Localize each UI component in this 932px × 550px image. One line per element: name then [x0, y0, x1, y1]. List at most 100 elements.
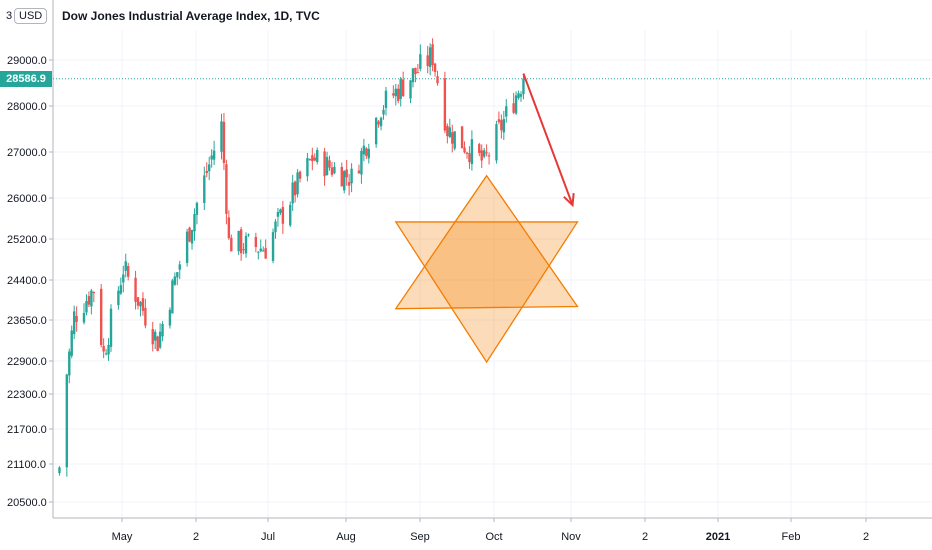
candle-body	[274, 221, 277, 233]
candle	[254, 232, 258, 253]
candle	[431, 38, 434, 72]
candle-body	[291, 182, 294, 204]
candle-body	[139, 301, 142, 307]
candle	[397, 84, 400, 104]
candle	[377, 119, 380, 128]
candle-body	[505, 106, 508, 117]
candle	[136, 297, 140, 310]
annotations[interactable]	[394, 73, 579, 364]
candle	[291, 174, 294, 211]
candle-body	[311, 155, 314, 162]
candle-body	[500, 120, 503, 131]
currency-badge[interactable]: USD	[14, 8, 48, 24]
candle-body	[345, 169, 348, 178]
candle-body	[436, 76, 439, 84]
candle	[311, 147, 314, 171]
candle	[487, 152, 491, 165]
candle	[144, 298, 147, 329]
candle	[99, 284, 103, 348]
candle	[68, 348, 71, 384]
candle	[313, 153, 316, 162]
candle-body	[276, 212, 280, 217]
candle-body	[222, 121, 226, 163]
candle-body	[220, 121, 223, 152]
triangle-down[interactable]	[394, 221, 579, 364]
candle	[225, 159, 228, 225]
y-tick-label: 28000.0	[7, 101, 47, 113]
candle	[522, 73, 525, 100]
candle-body	[495, 124, 498, 161]
candle-body	[463, 147, 466, 153]
candle	[212, 140, 216, 166]
candle-body	[340, 166, 343, 187]
candles	[53, 38, 932, 477]
candle-body	[522, 78, 525, 95]
candle-body	[178, 264, 181, 270]
candle-body	[257, 251, 260, 253]
candle-body	[448, 127, 451, 138]
candle-body	[384, 90, 388, 108]
candle	[502, 110, 506, 141]
candle-body	[313, 157, 316, 161]
candle-body	[409, 80, 412, 99]
candle	[259, 239, 262, 253]
candle	[247, 233, 250, 237]
candle	[394, 83, 397, 106]
candle	[124, 253, 127, 278]
candle-body	[237, 230, 240, 252]
candle-body	[203, 175, 206, 203]
candle-body	[289, 204, 292, 226]
candle-body	[367, 148, 370, 159]
hexagram-drawing[interactable]	[394, 174, 579, 364]
candle-body	[347, 182, 351, 186]
candle	[122, 265, 125, 293]
candle	[208, 156, 211, 181]
candle	[333, 162, 336, 175]
candle	[379, 116, 383, 131]
candle-body	[397, 88, 400, 101]
candle-body	[259, 248, 262, 252]
candle-body	[104, 353, 108, 355]
candle-body	[117, 290, 120, 306]
candle-body	[185, 231, 189, 263]
candle-body	[126, 266, 130, 277]
candle-body	[468, 153, 471, 163]
candle-body	[136, 297, 140, 306]
candle-body	[264, 248, 267, 259]
candle	[168, 307, 172, 329]
candle-body	[141, 298, 145, 311]
candle	[85, 294, 88, 316]
candle-body	[365, 148, 368, 156]
candle-body	[357, 170, 361, 174]
x-tick-label: May	[112, 531, 133, 543]
triangle-up[interactable]	[394, 174, 579, 310]
candle-body	[426, 55, 429, 67]
candle	[262, 246, 265, 252]
candle	[325, 151, 329, 176]
candle-body	[122, 274, 125, 283]
candle-body	[362, 145, 366, 155]
candle	[350, 163, 353, 193]
candle	[151, 321, 154, 352]
candle-body	[485, 152, 488, 154]
trend-arrow[interactable]	[522, 73, 575, 208]
candle	[203, 166, 206, 211]
x-tick-label: Jul	[261, 531, 275, 543]
candle	[102, 338, 105, 359]
x-axis: May 2 Jul Aug Sep Oct Nov 2 2021 Feb 2	[53, 517, 932, 543]
candle	[411, 68, 415, 88]
candle-body	[227, 217, 231, 239]
candle	[448, 118, 451, 139]
candle-body	[482, 150, 486, 157]
candle	[72, 305, 76, 340]
y-tick-label: 25200.0	[7, 234, 47, 246]
candle	[156, 335, 159, 352]
candle	[446, 123, 449, 144]
plot-area	[53, 0, 932, 518]
candle	[239, 226, 243, 261]
candle	[392, 85, 395, 99]
candle-body	[519, 94, 523, 97]
candle	[205, 162, 208, 178]
candle	[480, 144, 483, 169]
